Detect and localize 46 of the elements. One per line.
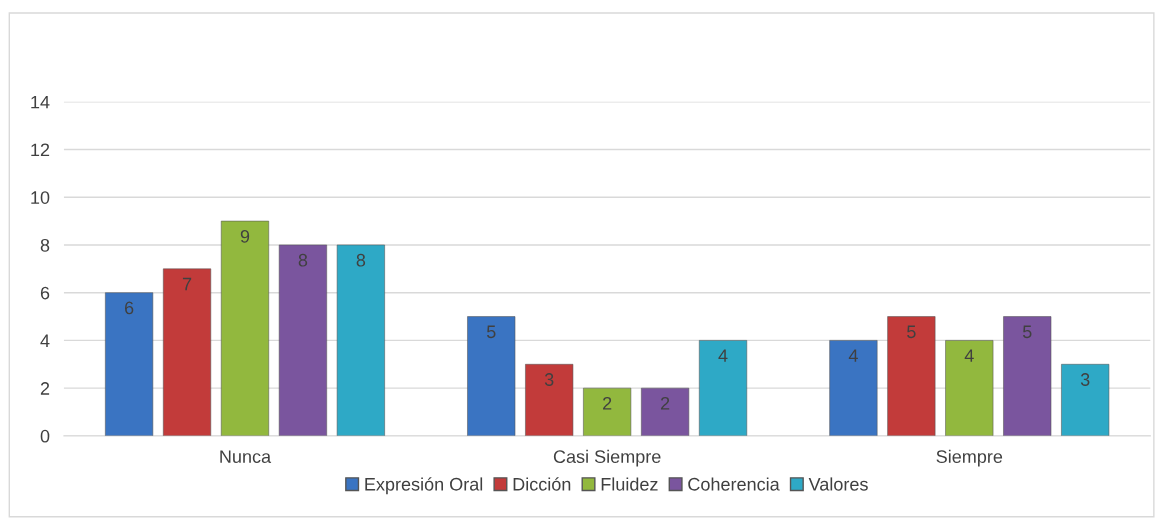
legend-label: Fluidez bbox=[601, 477, 658, 491]
bar bbox=[887, 316, 936, 436]
y-tick-label: 10 bbox=[31, 191, 50, 204]
bar bbox=[467, 316, 516, 436]
data-label: 4 bbox=[718, 349, 728, 362]
data-label: 5 bbox=[907, 325, 916, 339]
data-label: 2 bbox=[603, 396, 612, 410]
y-tick-label: 14 bbox=[31, 95, 50, 109]
data-label: 5 bbox=[486, 325, 496, 339]
bar bbox=[829, 340, 878, 436]
data-label: 3 bbox=[1080, 373, 1090, 386]
legend-label: Coherencia bbox=[688, 477, 780, 491]
bar bbox=[641, 387, 690, 436]
y-tick-label: 0 bbox=[40, 429, 50, 443]
y-tick-label: 6 bbox=[40, 286, 50, 300]
legend-label: Valores bbox=[808, 477, 868, 491]
data-label: 3 bbox=[544, 373, 554, 386]
y-tick-label: 8 bbox=[40, 238, 50, 252]
data-label: 8 bbox=[298, 253, 308, 267]
y-tick-label: 4 bbox=[40, 334, 50, 347]
data-label: 7 bbox=[182, 277, 192, 291]
data-label: 4 bbox=[848, 349, 858, 362]
bar bbox=[278, 244, 327, 436]
data-label: 6 bbox=[124, 301, 134, 315]
y-tick-label: 2 bbox=[40, 382, 50, 395]
bar bbox=[1061, 364, 1110, 436]
data-label: 5 bbox=[1022, 325, 1032, 339]
data-label: 4 bbox=[964, 349, 974, 362]
bar bbox=[945, 340, 994, 436]
bar bbox=[583, 387, 632, 436]
data-label: 8 bbox=[356, 253, 366, 267]
bar bbox=[525, 364, 574, 436]
bar bbox=[105, 292, 154, 436]
x-tick-label: Siempre bbox=[936, 449, 1003, 467]
bar bbox=[336, 244, 385, 436]
x-tick-label: Nunca bbox=[220, 450, 272, 464]
y-tick-label: 12 bbox=[31, 143, 50, 157]
bar bbox=[220, 220, 270, 436]
bar bbox=[1003, 316, 1052, 436]
bar bbox=[699, 340, 748, 436]
bar bbox=[163, 268, 212, 436]
data-label: 9 bbox=[240, 229, 250, 243]
legend-label: Dicción bbox=[513, 477, 571, 491]
data-label: 2 bbox=[660, 396, 670, 410]
x-tick-label: Casi Siempre bbox=[553, 449, 661, 467]
legend-label: Expresión Oral bbox=[365, 477, 483, 495]
